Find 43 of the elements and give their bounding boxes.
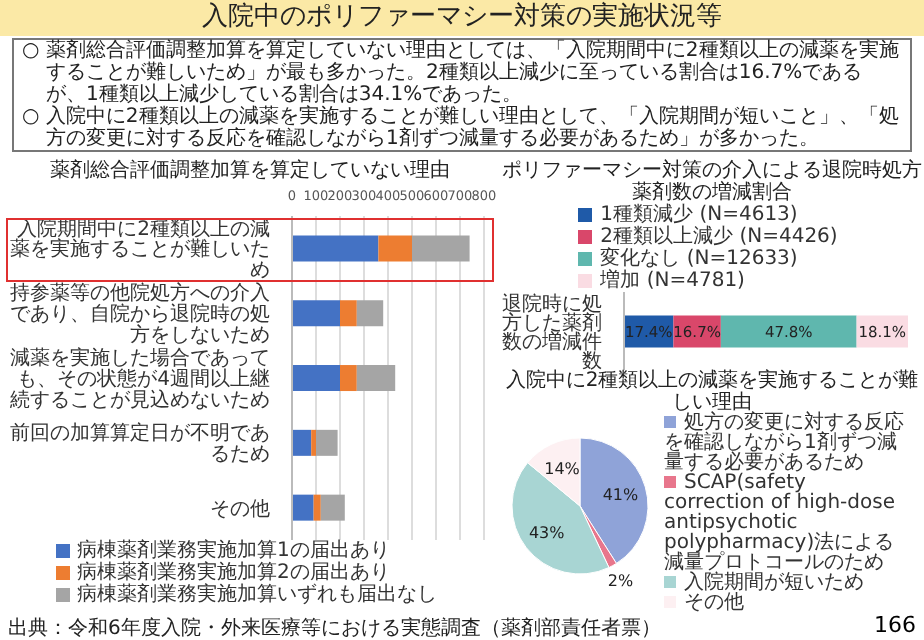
bar: [316, 429, 338, 456]
legend-label: 2種類以上減少 (N=4426): [600, 226, 838, 248]
legend-label: その他: [684, 592, 744, 614]
legend-label: 病棟薬剤業務実施加算2の届出あり: [77, 562, 390, 584]
legend-label: 病棟薬剤業務実施加算いずれも届出なし: [77, 584, 437, 606]
bar: [292, 429, 312, 456]
bar: [340, 300, 357, 327]
bar: [292, 494, 314, 521]
text: ○ 入院中に2種類以上の減薬を実施することが難しい理由として、「入院期間が短いこと」、「処方の変更に対する反応を確認しながら1剤ずつ減量する必要があるため」が多かった。: [22, 106, 901, 150]
legend-label: 変化なし (N=12633): [600, 248, 798, 270]
source-note: 出典：令和6年度入院・外来医療等における実態調査（薬剤部責任者票）: [8, 615, 661, 640]
y-tick-label: 前回の加算算定日が不明であるため: [10, 421, 270, 467]
bar: [292, 235, 379, 262]
y-tick-label: その他: [210, 496, 270, 521]
y-tick-label: 減薬を実施した場合であっても、その状態が4週間以上継続することが見込めないため: [8, 346, 270, 412]
data-label: 41%: [602, 486, 640, 505]
bar: [720, 315, 857, 348]
legend-label: 病棟薬剤業務実施加算1の届出あり: [77, 540, 390, 562]
bar: [320, 494, 345, 521]
legend-label: 増加 (N=4781): [600, 270, 745, 292]
legend-label: 処方の変更に対する反応を確認しながら1剤ずつ減量する必要があるため: [664, 412, 904, 474]
y-tick-label: 持参薬等の他院処方への介入であり、自院から退院時の処方をしないため: [10, 281, 270, 347]
legend-label: SCAP(safety correction of high-dose antipsychotic polypharmacy)法による減量プロトコールのため: [664, 472, 895, 574]
chart-title: ポリファーマシー対策の介入による退院時処方薬剤数の増減割合: [500, 160, 924, 204]
bar: [292, 300, 340, 327]
chart-title: 薬剤総合評価調整加算を算定していない理由: [48, 160, 452, 184]
y-tick-label: 入院期間中に2種類以上の減薬を実施することが難しいため: [10, 216, 270, 283]
bar: [412, 235, 470, 262]
data-label: 43%: [528, 523, 566, 542]
bar: [313, 494, 321, 521]
bar: [340, 365, 357, 392]
bar: [356, 300, 384, 327]
data-label: 2%: [607, 571, 634, 590]
text: ○ 薬剤総合評価調整加算を算定していない理由としては、「入院期間中に2種類以上の減薬を実施することが難しいため」が最も多かった。2種類以上減少に至っている割合は16.7%であるが、1種類以上減少している割合は34.1%であった。: [22, 40, 901, 106]
text: 166: [874, 612, 916, 638]
bar: [292, 365, 340, 392]
bar: [378, 235, 412, 262]
chart-title: 入院中に2種類以上の減薬を実施することが難しい理由: [503, 370, 921, 414]
legend-label: 入院期間が短いため: [684, 572, 864, 594]
data-label: 14%: [544, 459, 581, 478]
bar: [356, 365, 396, 392]
text: 入院中のポリファーマシー対策の実施状況等: [0, 0, 924, 36]
legend-label: 1種類減少 (N=4613): [600, 204, 798, 226]
